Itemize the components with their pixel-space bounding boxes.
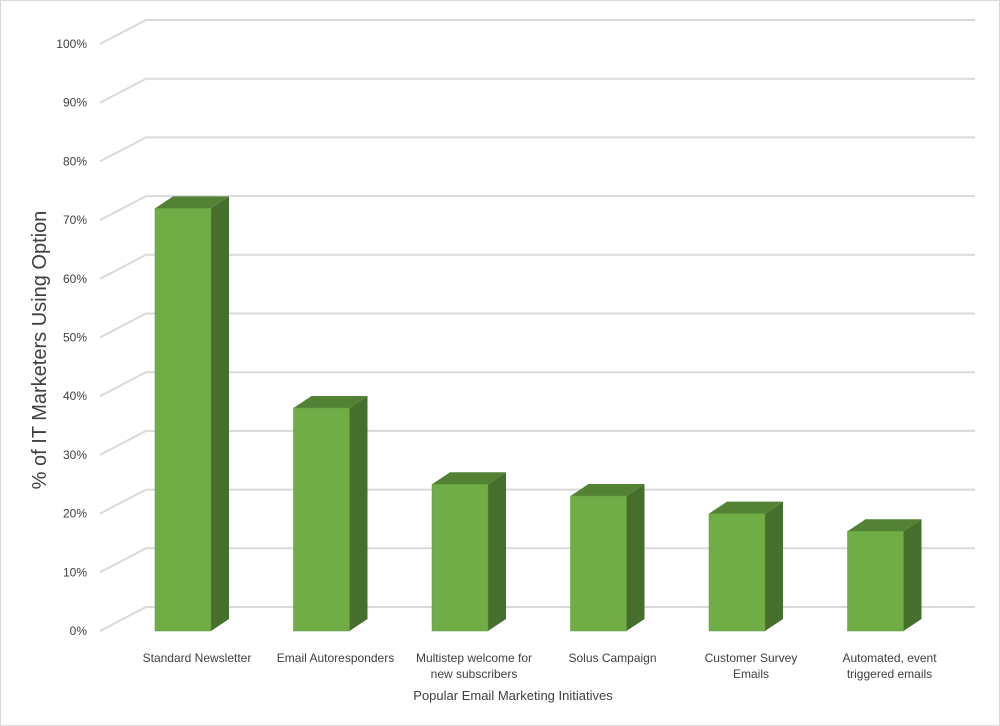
y-tick-label: 50% [63, 331, 87, 345]
bar-top [432, 472, 506, 485]
bar-side [765, 501, 783, 631]
gridline [99, 371, 975, 398]
x-tick-label: Solus Campaign [568, 651, 656, 665]
bar [431, 484, 489, 632]
y-tick-label: 70% [63, 213, 87, 227]
bar [154, 208, 212, 632]
gridline [99, 19, 975, 45]
y-tick-label: 90% [63, 96, 87, 110]
gridline [99, 253, 975, 280]
gridline [99, 136, 975, 163]
x-tick-label: Multistep welcome for new subscribers [416, 651, 532, 681]
bar [708, 513, 766, 632]
y-tick-label: 10% [63, 565, 87, 579]
y-axis-title: % of IT Marketers Using Option [29, 211, 51, 490]
gridline [99, 77, 975, 104]
bar-side [626, 483, 645, 631]
bar-top [709, 501, 783, 514]
y-tick-label: 40% [63, 389, 87, 403]
bar-side [488, 472, 506, 631]
bar-top [293, 395, 368, 408]
x-axis-title: Popular Email Marketing Initiatives [413, 688, 613, 703]
gridline [99, 195, 975, 221]
bar-side [349, 395, 368, 631]
x-tick-label: Customer Survey Emails [705, 651, 798, 681]
bar-side [211, 196, 229, 632]
bar-top [155, 196, 229, 209]
gridline [99, 488, 975, 515]
y-tick-label: 30% [63, 448, 87, 462]
bar-side [903, 519, 922, 631]
x-tick-label: Email Autoresponders [277, 651, 394, 665]
x-tick-label: Standard Newsletter [143, 651, 252, 665]
bar [293, 407, 350, 632]
gridline [99, 312, 975, 339]
x-tick-label: Automated, event triggered emails [842, 651, 937, 681]
bar [847, 530, 904, 632]
gridline [99, 606, 975, 632]
y-tick-label: 20% [63, 507, 87, 521]
y-tick-label: 100% [56, 37, 87, 51]
y-tick-label: 60% [63, 272, 87, 286]
bar-top [847, 519, 922, 532]
y-tick-label: 80% [63, 154, 87, 168]
bar [570, 495, 627, 632]
gridline [99, 547, 975, 574]
y-tick-label: 0% [70, 624, 88, 638]
bar-top [570, 483, 645, 496]
gridline [99, 429, 975, 456]
